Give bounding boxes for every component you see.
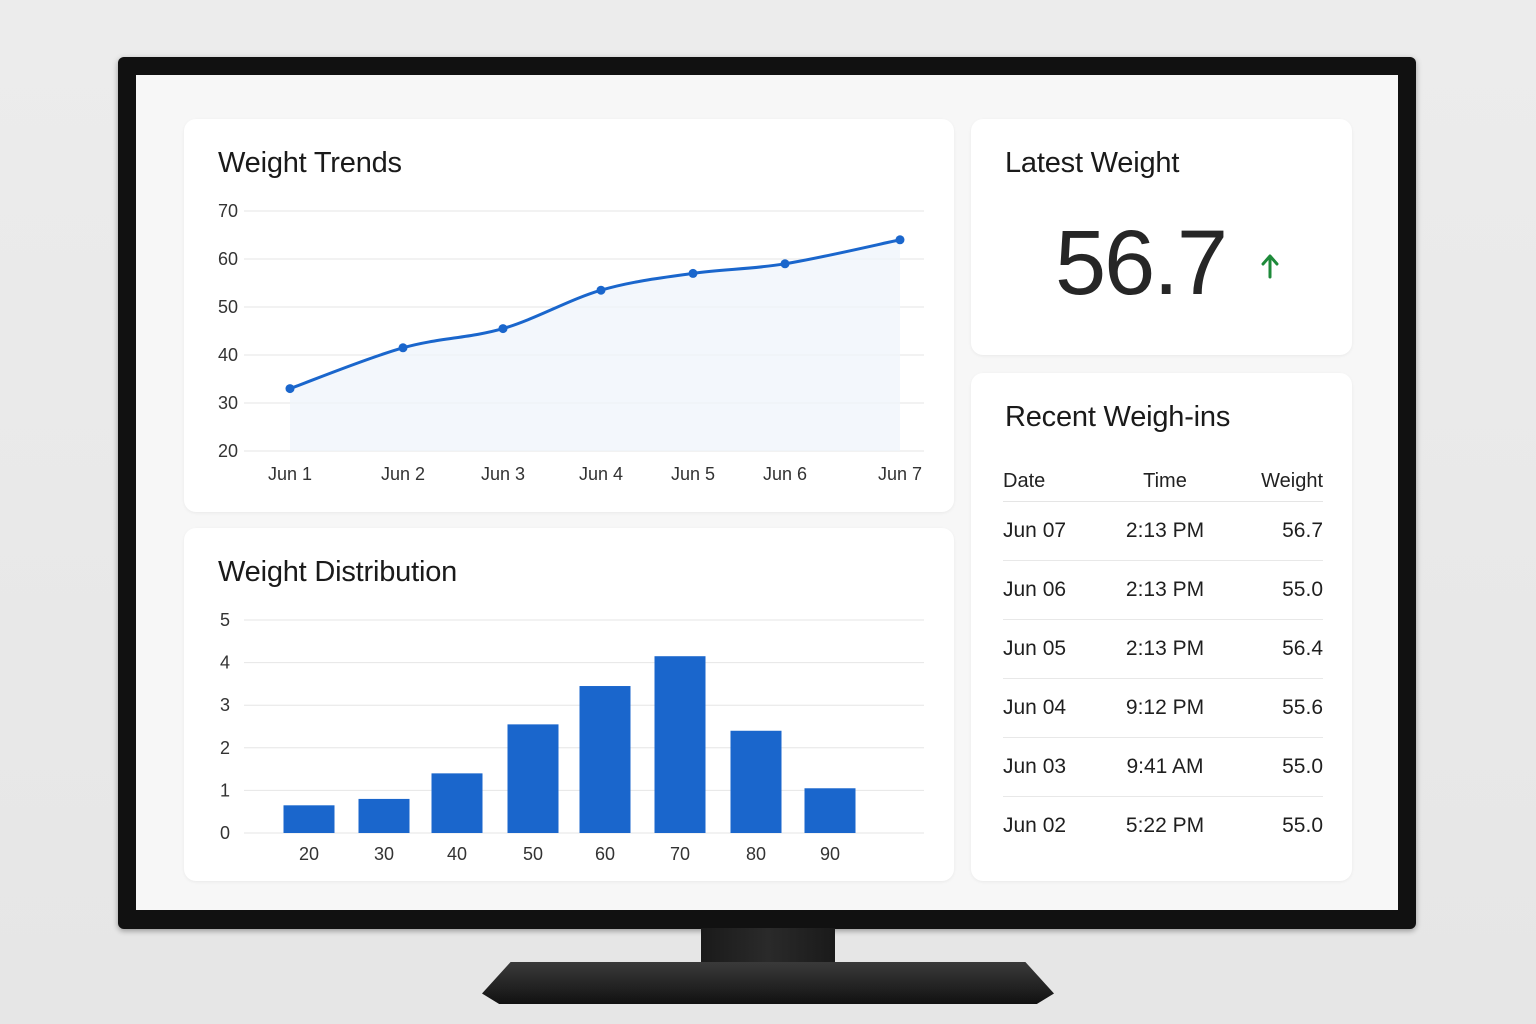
cell-weight: 55.6 xyxy=(1282,696,1323,719)
table-row[interactable]: Jun 03 9:41 AM 55.0 xyxy=(1003,738,1323,797)
y-tick-label: 50 xyxy=(218,297,238,317)
column-header-weight: Weight xyxy=(1261,469,1323,492)
series-area xyxy=(290,239,900,451)
y-tick-label: 40 xyxy=(218,345,238,365)
cell-weight: 56.7 xyxy=(1282,519,1323,542)
x-tick-label: 70 xyxy=(670,844,690,864)
monitor-stand-base xyxy=(482,962,1054,1004)
recent-weigh-ins-title: Recent Weigh-ins xyxy=(1005,401,1231,433)
x-tick-label: 20 xyxy=(299,844,319,864)
cell-time: 2:13 PM xyxy=(1125,519,1205,542)
x-tick-label: 30 xyxy=(374,844,394,864)
column-header-time: Time xyxy=(1143,469,1187,492)
cell-time: 9:41 AM xyxy=(1126,755,1204,778)
table-row[interactable]: Jun 07 2:13 PM 56.7 xyxy=(1003,502,1323,561)
data-point xyxy=(498,324,508,334)
table-row[interactable]: Jun 04 9:12 PM 55.6 xyxy=(1003,679,1323,738)
data-point xyxy=(596,285,606,295)
y-tick-label: 30 xyxy=(218,393,238,413)
data-point xyxy=(688,268,698,278)
cell-date: Jun 07 xyxy=(1003,519,1067,542)
cell-weight: 55.0 xyxy=(1282,578,1323,601)
weight-trends-card: Weight Trends 70 60 50 40 30 20 Jun 1 Jun 2 Jun … xyxy=(184,119,954,512)
x-tick-label: Jun 5 xyxy=(671,464,715,484)
weight-trends-title: Weight Trends xyxy=(218,147,402,179)
cell-date: Jun 05 xyxy=(1003,637,1067,660)
cell-weight: 55.0 xyxy=(1282,755,1323,778)
column-header-date: Date xyxy=(1003,469,1046,492)
bar xyxy=(283,805,335,833)
x-tick-label: Jun 6 xyxy=(763,464,807,484)
data-point xyxy=(895,235,905,245)
bar xyxy=(431,773,483,833)
weight-distribution-title: Weight Distribution xyxy=(218,556,458,588)
dashboard-screen: Weight Trends 70 60 50 40 30 20 Jun 1 Jun 2 Jun … xyxy=(136,75,1398,910)
x-tick-label: 60 xyxy=(595,844,615,864)
data-point xyxy=(780,259,790,269)
cell-date: Jun 02 xyxy=(1003,814,1067,837)
x-tick-label: Jun 1 xyxy=(268,464,312,484)
bar xyxy=(730,730,782,833)
x-tick-label: Jun 2 xyxy=(381,464,425,484)
table-row[interactable]: Jun 06 2:13 PM 55.0 xyxy=(1003,561,1323,620)
x-tick-label: 50 xyxy=(523,844,543,864)
cell-time: 2:13 PM xyxy=(1125,578,1205,601)
cell-date: Jun 03 xyxy=(1003,755,1067,778)
x-tick-label: 40 xyxy=(447,844,467,864)
y-tick-label: 1 xyxy=(220,780,230,800)
bar xyxy=(804,788,856,833)
y-tick-label: 3 xyxy=(220,695,230,715)
x-tick-label: Jun 3 xyxy=(481,464,525,484)
cell-date: Jun 04 xyxy=(1003,696,1067,719)
latest-weight-value: 56.7 xyxy=(1055,212,1228,314)
latest-weight-title: Latest Weight xyxy=(1005,147,1180,179)
table-row[interactable]: Jun 05 2:13 PM 56.4 xyxy=(1003,620,1323,679)
latest-weight-card: Latest Weight 56.7 xyxy=(971,119,1352,355)
cell-weight: 55.0 xyxy=(1282,814,1323,837)
x-tick-label: 90 xyxy=(820,844,840,864)
y-tick-label: 0 xyxy=(220,823,230,843)
bar xyxy=(358,798,410,833)
y-tick-label: 60 xyxy=(218,249,238,269)
cell-date: Jun 06 xyxy=(1003,578,1067,601)
recent-weigh-ins-card: Recent Weigh-ins Date Time Weight Jun 07… xyxy=(971,373,1352,881)
bar xyxy=(507,724,559,833)
x-tick-label: Jun 4 xyxy=(579,464,623,484)
table-header: Date Time Weight xyxy=(1003,461,1323,502)
weigh-ins-table: Date Time Weight Jun 07 2:13 PM 56.7 Jun… xyxy=(1003,461,1323,855)
x-tick-label: Jun 7 xyxy=(878,464,922,484)
cell-time: 9:12 PM xyxy=(1125,696,1205,719)
y-tick-label: 20 xyxy=(218,441,238,461)
table-row[interactable]: Jun 02 5:22 PM 55.0 xyxy=(1003,797,1323,855)
data-point xyxy=(285,384,295,394)
cell-time: 2:13 PM xyxy=(1125,637,1205,660)
bar xyxy=(654,656,706,833)
monitor: Weight Trends 70 60 50 40 30 20 Jun 1 Jun 2 Jun … xyxy=(118,57,1416,929)
y-tick-label: 2 xyxy=(220,738,230,758)
arrow-up-icon xyxy=(1261,254,1279,279)
data-point xyxy=(398,343,408,353)
cell-weight: 56.4 xyxy=(1282,637,1323,660)
y-tick-label: 4 xyxy=(220,653,230,673)
weight-distribution-card: Weight Distribution 5 4 3 2 1 0 20 30 40 50 60 70 80… xyxy=(184,528,954,881)
x-tick-label: 80 xyxy=(746,844,766,864)
weight-trends-chart: 70 60 50 40 30 20 Jun 1 Jun 2 Jun 3 Jun 4 Jun 5 Jun… xyxy=(218,201,924,484)
cell-time: 5:22 PM xyxy=(1125,814,1205,837)
y-tick-label: 70 xyxy=(218,201,238,221)
bar xyxy=(579,686,631,833)
y-tick-label: 5 xyxy=(220,610,230,630)
